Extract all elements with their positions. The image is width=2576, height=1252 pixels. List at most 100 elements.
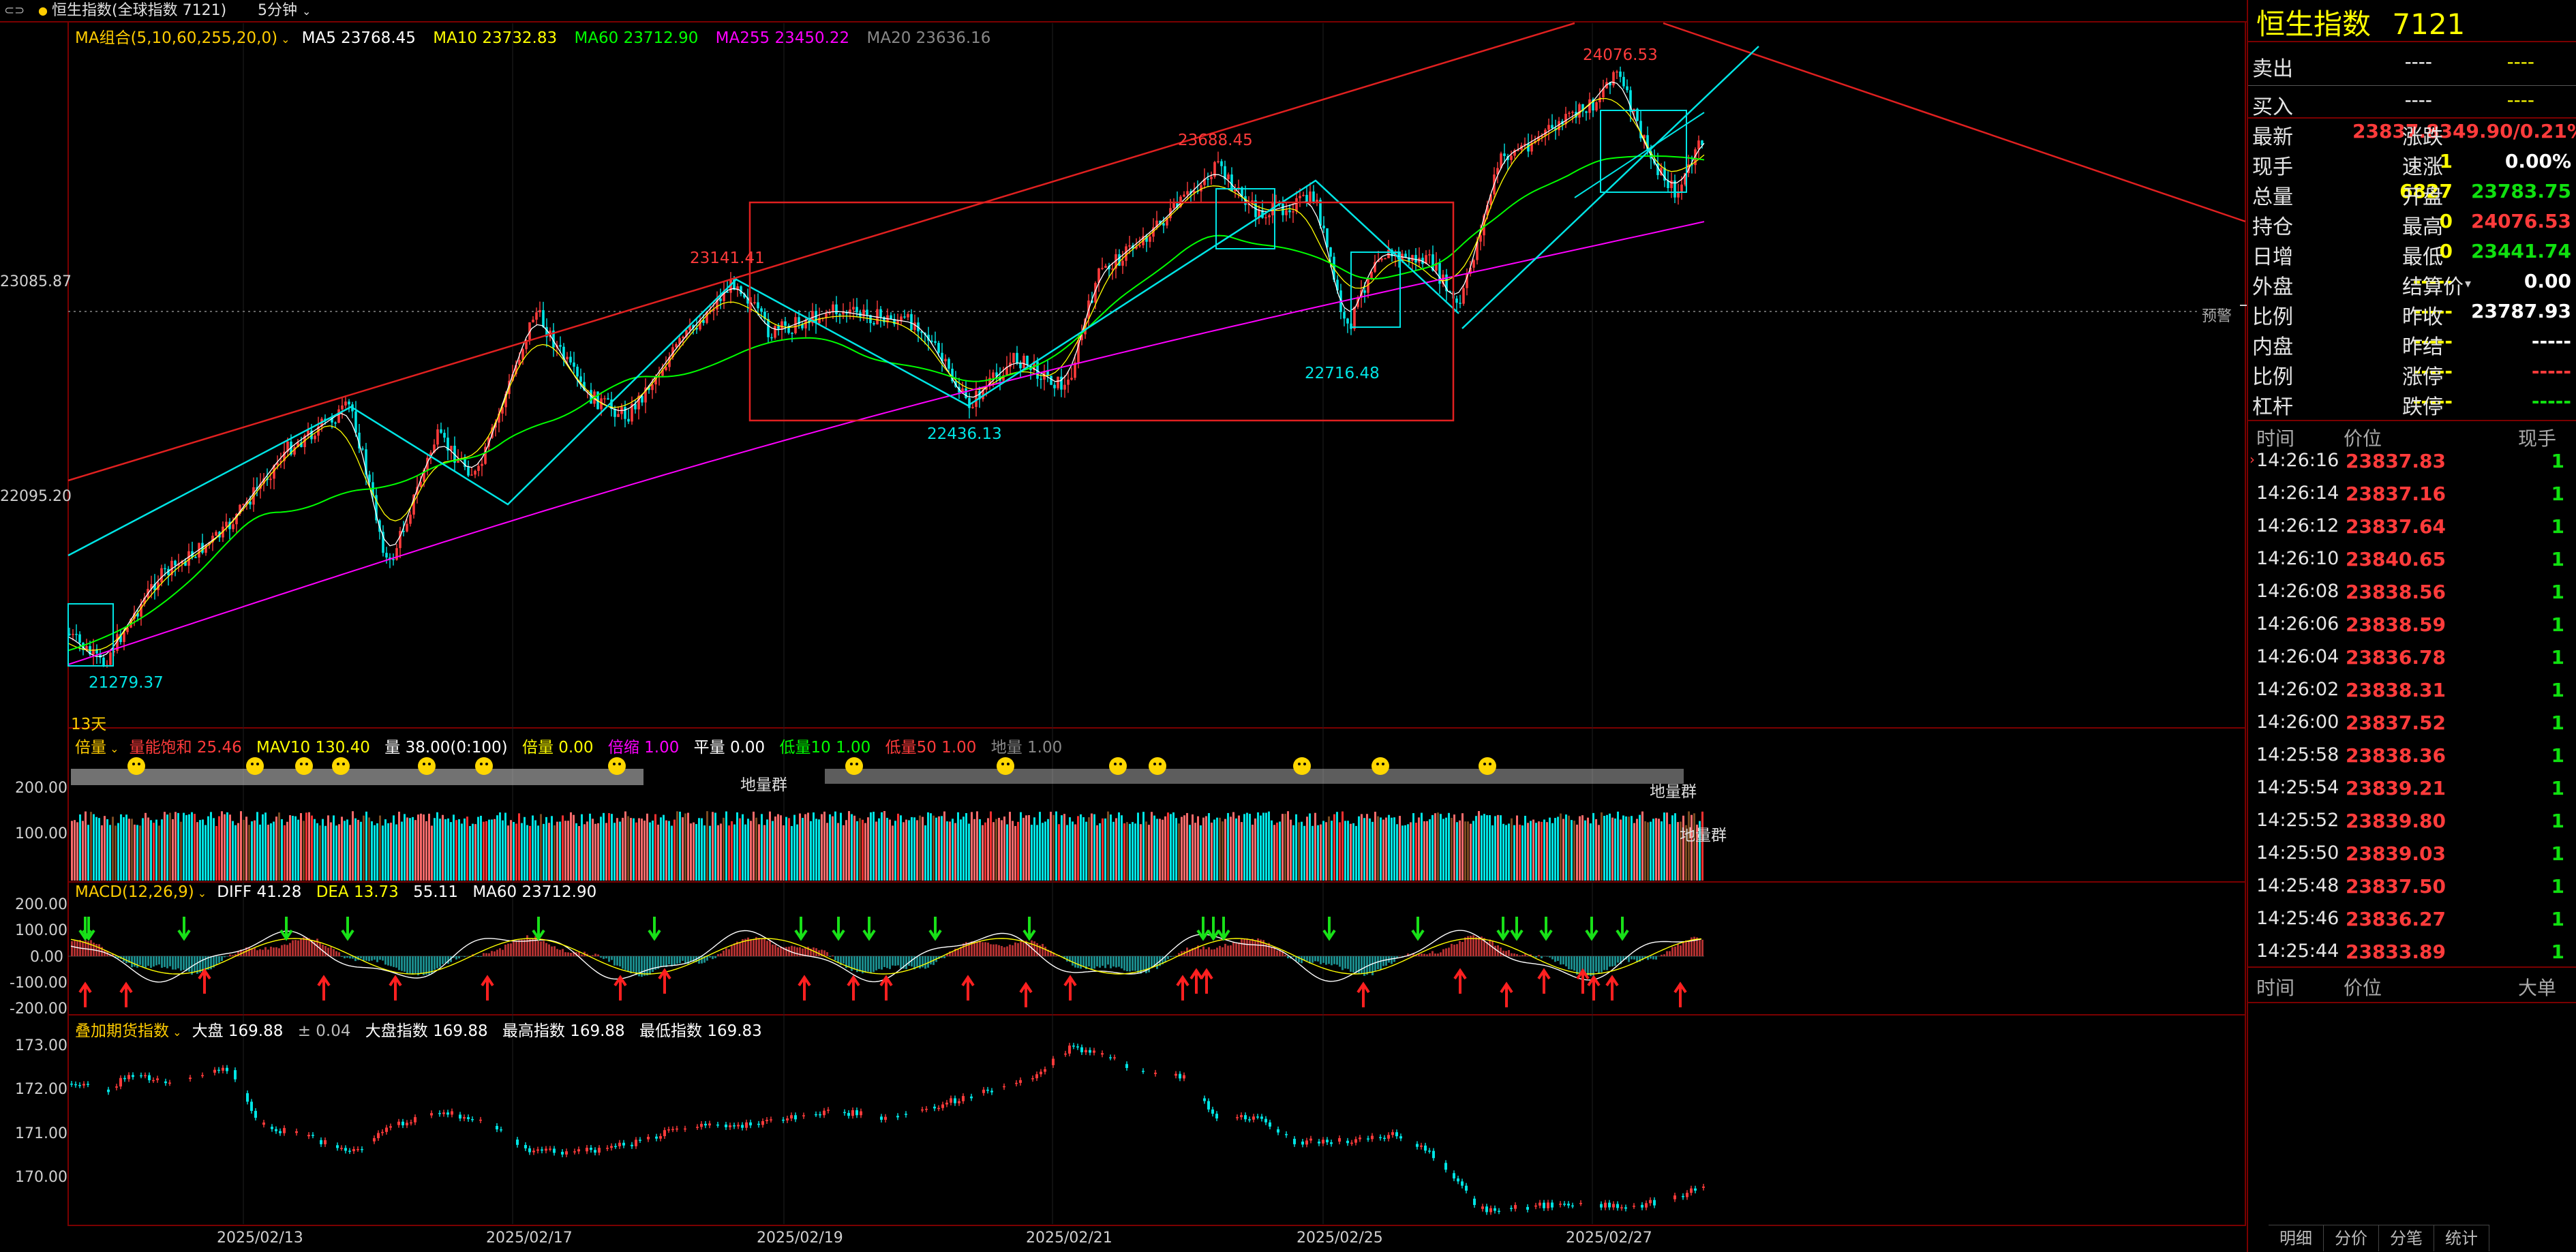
macd-bar [1104,956,1106,968]
signal-arrow-up [1605,975,1619,1001]
macd-bar [927,956,929,968]
candle-body [1353,307,1356,329]
volume-bar [1442,819,1444,881]
macd-diff: DIFF 41.28 [217,883,302,901]
volume-bar [175,812,177,881]
macd-bar [635,956,637,975]
volume-bar [262,814,264,881]
period-select[interactable]: 5分钟 ⌄ [258,0,311,22]
volume-bar [1611,817,1613,881]
candle-body [760,308,763,312]
macd-bar [1099,956,1101,968]
ma60-line [67,155,1705,652]
macd-bar [545,943,547,956]
volume-bar [1581,815,1584,881]
fut-candle-body [1215,1114,1218,1119]
macd-bar [573,951,575,956]
kline-chart[interactable] [0,0,2247,1252]
volume-bar [1571,820,1573,881]
volume-bar [1295,814,1297,881]
candle-body [1677,192,1680,198]
macd-bar [1028,943,1030,956]
vol-v6: 平量 0.00 [693,739,766,757]
menu-icon[interactable]: ⊂⊃ [4,3,25,18]
volume-bar [128,819,130,881]
macd-bar [292,940,294,956]
candle-body [607,398,609,400]
volume-bar [357,819,359,881]
fut-candle-body [144,1075,147,1077]
macd-bar [115,956,117,958]
volume-bar [1579,816,1581,881]
macd-bar [1628,956,1630,962]
fut-candle-body [1248,1119,1251,1120]
macd-name[interactable]: MACD(12,26,9) [75,883,194,901]
candle-body [965,388,967,399]
macd-bar [518,940,520,956]
macd-bar [1655,956,1657,960]
volume-bar [164,812,166,881]
macd-bar [1249,940,1251,956]
caret-down-icon[interactable]: ▾ [2465,277,2472,291]
big-header-price: 价位 [2344,977,2382,999]
volume-bar [458,819,460,881]
tab-price-distribution[interactable]: 分价 [2324,1225,2379,1251]
tab-trades[interactable]: 分笔 [2379,1225,2434,1251]
macd-bar [1562,956,1564,964]
macd-bar [559,949,561,956]
candle-body [433,444,436,453]
candle-body [576,367,579,377]
tab-statistics[interactable]: 统计 [2434,1225,2489,1251]
tick-header-price: 价位 [2344,427,2382,450]
fut-candle-body [1052,1058,1055,1065]
futures-name[interactable]: 叠加期货指数 [75,1022,169,1040]
vol-indicator-name[interactable]: 倍量 [75,739,106,757]
instrument-name: 恒生指数 [2256,7,2372,41]
signal-arrow-down [341,917,354,941]
candle-body [855,307,858,313]
candle-body [474,470,476,475]
macd-bar [916,956,918,967]
macd-bar [1453,945,1455,956]
volume-bar [1336,812,1338,881]
candle-body [907,314,909,318]
volume-bar [1541,821,1543,881]
macd-bar [679,956,681,964]
volume-bar [1014,825,1016,881]
fut-candle-body [958,1101,960,1103]
macd-bar [753,939,755,956]
volume-bar [1020,812,1022,881]
candle-body [293,447,296,455]
volume-bar [1650,821,1652,881]
fut-candle-body [1465,1185,1468,1191]
fut-candle-body [1240,1115,1243,1118]
quote-label: 比例 [2252,365,2293,389]
volume-bar [821,814,823,881]
candle-body [1541,136,1543,137]
volume-bar [322,819,324,881]
volume-bar [1456,822,1458,881]
fut-candle-body [70,1084,73,1085]
volume-bar [417,814,419,881]
volume-bar [1178,823,1180,881]
price-axis-label: 22095.20 [0,488,72,505]
fut-candle-body [275,1129,277,1131]
macd-bar [823,950,825,956]
volume-bar [633,818,635,881]
volume-bar [1224,819,1226,881]
macd-bar [690,956,692,962]
smiley-eye [618,763,621,765]
macd-bar [611,956,613,960]
volume-bar [834,811,836,881]
ma-group-label[interactable]: MA组合(5,10,60,255,20,0) [75,29,278,47]
candle-body [368,474,371,483]
macd-bar [774,945,776,956]
macd-bar [1571,956,1573,970]
smiley-eye [1303,763,1306,765]
tab-detail[interactable]: 明细 [2269,1225,2324,1251]
volume-bar [504,812,506,881]
macd-bar [180,956,182,971]
macd-bar [1254,941,1256,956]
macd-bar [153,956,155,967]
macd-bar [992,944,995,956]
